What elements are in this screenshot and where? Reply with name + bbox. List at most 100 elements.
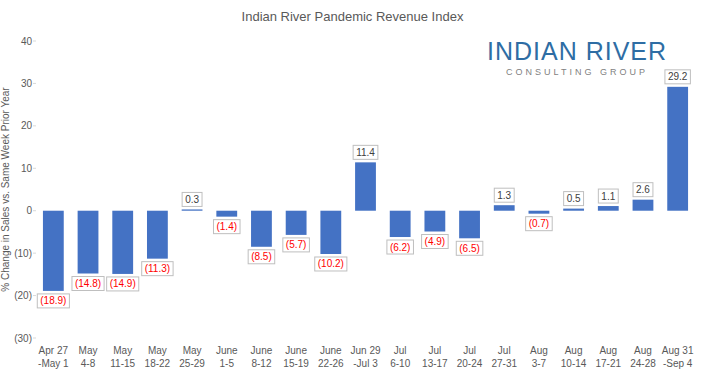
x-tick-label: Aug3-7 xyxy=(530,345,548,369)
bar xyxy=(598,206,619,211)
data-label-text: (11.3) xyxy=(145,263,170,274)
logo-title: INDIAN RIVER xyxy=(487,37,667,65)
x-tick-label: June 8-12 xyxy=(251,345,273,369)
data-label: (4.9) xyxy=(422,235,449,249)
bar xyxy=(112,211,133,274)
data-label-text: (1.4) xyxy=(216,221,237,232)
chart-container: Indian River Pandemic Revenue Index INDIA… xyxy=(0,0,705,382)
y-axis: (30)(20)(10)010203040 xyxy=(14,36,36,344)
data-label: 0.3 xyxy=(182,192,202,206)
data-label-box xyxy=(248,250,275,264)
data-label-box xyxy=(526,217,553,231)
data-label-box xyxy=(665,70,690,84)
x-tick-label-line: 18-22 xyxy=(145,358,171,369)
x-tick-label: Jul6-10 xyxy=(390,345,410,369)
data-label-box xyxy=(142,262,173,276)
x-tick-label: Jul 27-31 xyxy=(491,345,517,369)
bar xyxy=(529,211,550,214)
x-tick-label-line: -Jul 3 xyxy=(353,358,378,369)
x-tick-label-line: -May 1 xyxy=(38,358,69,369)
x-tick-label-line: June xyxy=(216,345,238,356)
bar xyxy=(667,87,688,211)
bar xyxy=(147,211,168,259)
x-tick-label-line: -Sep 4 xyxy=(663,358,693,369)
x-tick-label-line: Jun 29 xyxy=(350,345,380,356)
x-tick-label-line: May xyxy=(79,345,98,356)
data-label-text: 0.5 xyxy=(567,193,581,204)
x-tick-label-line: Jul xyxy=(498,345,511,356)
data-label-box xyxy=(107,277,139,291)
data-label: (14.9) xyxy=(107,277,139,291)
data-label-text: 2.6 xyxy=(636,184,650,195)
y-tick xyxy=(33,210,36,211)
data-label: 2.6 xyxy=(633,183,653,197)
x-tick-label-line: 20-24 xyxy=(457,358,483,369)
data-label-box xyxy=(564,192,584,206)
x-tick-label-line: 10-14 xyxy=(561,358,587,369)
bar xyxy=(390,211,411,237)
x-tick-label-line: May xyxy=(183,345,202,356)
chart-svg: Indian River Pandemic Revenue Index INDIA… xyxy=(0,0,705,382)
y-tick xyxy=(33,168,36,169)
x-tick-label-line: 3-7 xyxy=(532,358,547,369)
bar xyxy=(459,211,480,239)
y-tick-label: 40 xyxy=(21,36,33,47)
x-tick-label-line: Aug xyxy=(599,345,617,356)
x-tick-label-line: 8-12 xyxy=(251,358,271,369)
x-tick-label-line: June xyxy=(320,345,342,356)
y-tick xyxy=(33,253,36,254)
bar xyxy=(633,200,654,211)
data-label: 1.1 xyxy=(598,189,618,203)
data-label-text: (14.9) xyxy=(110,278,136,289)
x-tick-label-line: Jul xyxy=(394,345,407,356)
bar xyxy=(320,211,341,254)
x-axis: Apr 27-May 1May4-8May11-15May18-22May25-… xyxy=(38,345,694,369)
x-tick-label: Aug 31 -Sep 4 xyxy=(662,345,694,369)
bar xyxy=(494,205,515,211)
data-label: (6.5) xyxy=(456,241,483,255)
chart-title: Indian River Pandemic Revenue Index xyxy=(242,9,464,24)
x-tick-label-line: Aug 31 xyxy=(662,345,694,356)
bars xyxy=(43,87,688,291)
x-tick-label-line: 24-28 xyxy=(630,358,656,369)
data-label-box xyxy=(37,294,69,308)
data-label-box xyxy=(494,188,514,202)
bar xyxy=(251,211,272,247)
y-tick xyxy=(33,125,36,126)
x-tick-label-line: June xyxy=(285,345,307,356)
y-tick xyxy=(33,295,36,296)
x-tick-label: June22-26 xyxy=(318,345,344,369)
x-tick-label-line: Jul xyxy=(463,345,476,356)
x-tick-label-line: May xyxy=(113,345,132,356)
x-tick-label-line: 11-15 xyxy=(110,358,135,369)
data-label: 11.4 xyxy=(353,145,378,159)
data-label-text: 0.3 xyxy=(185,194,199,205)
x-tick-label-line: Apr 27 xyxy=(39,345,69,356)
data-label: 0.5 xyxy=(564,192,584,206)
x-tick-label-line: June xyxy=(251,345,273,356)
x-tick-label-line: Aug xyxy=(634,345,652,356)
data-label-box xyxy=(72,277,104,291)
data-label-box xyxy=(283,238,310,252)
x-tick-label-line: 1-5 xyxy=(220,358,235,369)
data-label: (14.8) xyxy=(72,277,104,291)
data-label-box xyxy=(213,220,240,234)
x-tick-label: Aug 24-28 xyxy=(630,345,656,369)
x-tick-label-line: 17-21 xyxy=(596,358,622,369)
x-tick-label-line: 13-17 xyxy=(422,358,448,369)
y-axis-label: % Change in Sales vs. Same Week Prior Ye… xyxy=(0,87,11,292)
bar xyxy=(216,211,237,217)
data-label-text: (6.5) xyxy=(459,243,480,254)
x-tick-label: June15-19 xyxy=(283,345,309,369)
x-tick-label-line: Jul xyxy=(428,345,441,356)
x-tick-label-line: 27-31 xyxy=(491,358,517,369)
data-label: (5.7) xyxy=(283,238,310,252)
data-label-box xyxy=(353,145,378,159)
y-tick-label: 30 xyxy=(21,78,33,89)
data-label-box xyxy=(315,257,347,271)
data-label-text: (6.2) xyxy=(390,242,411,253)
data-label: (1.4) xyxy=(213,220,240,234)
data-label-text: 29.2 xyxy=(668,71,688,82)
x-tick-label-line: 4-8 xyxy=(81,358,96,369)
y-tick-label: 20 xyxy=(21,120,33,131)
